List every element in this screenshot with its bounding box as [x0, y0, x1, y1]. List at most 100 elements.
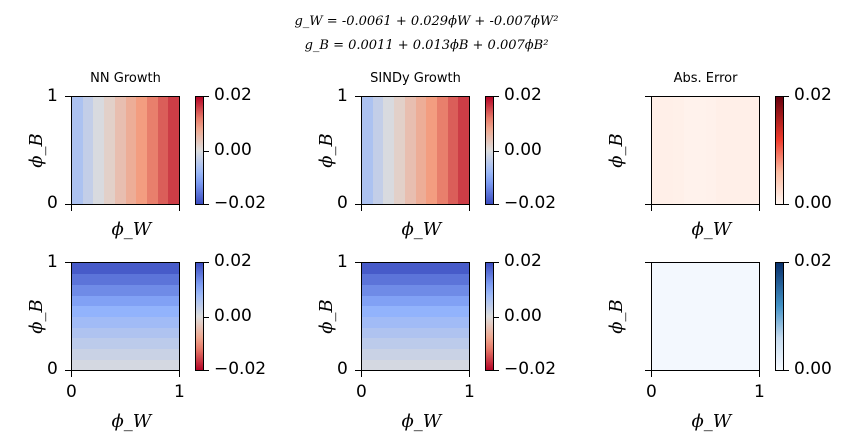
x-tickmark-0-0 [71, 205, 72, 211]
colorbar-tickmark-3-2 [204, 370, 209, 371]
x-tick-label-3-1: 1 [174, 382, 185, 402]
heatmap-cell [72, 327, 179, 339]
colorbar-tickmark-1-0 [494, 96, 499, 97]
heatmap-cell [146, 97, 159, 204]
y-tickmark-bottom-4 [355, 370, 361, 371]
ylabel-5: ϕ_B [605, 298, 627, 334]
heatmap-cell [362, 348, 469, 360]
x-tick-label-4-0: 0 [356, 382, 367, 402]
panel-title-2: Abs. Error [673, 71, 738, 86]
y-tickmark-bottom-1 [355, 204, 361, 205]
colorbar-tickmark-1-1 [494, 150, 499, 152]
y-tick-label-0-0: 1 [47, 86, 58, 106]
y-tickmark-bottom-2 [645, 204, 651, 205]
xlabel-4: ϕ_W [401, 411, 442, 432]
y-tick-label-4-0: 1 [337, 252, 348, 272]
colorbar-tick-label-3-1: 0.00 [214, 305, 252, 326]
heatmap-cell [458, 97, 469, 204]
heatmap-cell [72, 305, 179, 318]
heatmap-cell [136, 97, 148, 204]
heatmap-cell [652, 97, 664, 204]
heatmap-cell [652, 305, 759, 318]
heatmap-cell [652, 316, 759, 328]
xlabel-3: ϕ_W [111, 411, 152, 432]
heatmap-cell [362, 327, 469, 339]
suptitle-line-1: g_W = -0.0061 + 0.029ϕW + -0.007ϕW² [294, 14, 559, 29]
suptitle-line-2: g_B = 0.0011 + 0.013ϕB + 0.007ϕB² [304, 38, 549, 53]
heatmap-2 [651, 96, 760, 205]
colorbar-3 [195, 262, 204, 371]
heatmap-cell [72, 316, 179, 328]
colorbar-tick-label-0-2: −0.02 [214, 193, 267, 213]
colorbar-tick-label-4-0: 0.02 [504, 251, 542, 271]
colorbar-tick-label-2-0: 0.02 [794, 85, 832, 105]
colorbar-tick-label-5-1: 0.00 [794, 359, 832, 379]
x-tickmark-0-3 [71, 371, 72, 377]
heatmap-cell [362, 263, 469, 275]
y-tick-label-1-0: 1 [337, 86, 348, 106]
heatmap-cell [394, 97, 406, 204]
colorbar-tick-label-0-0: 0.02 [214, 85, 252, 105]
colorbar-tickmark-2-1 [784, 204, 789, 205]
y-tickmark-top-1 [355, 96, 361, 97]
xlabel-5: ϕ_W [691, 411, 732, 432]
heatmap-cell [652, 295, 759, 307]
heatmap-cell [415, 97, 427, 204]
colorbar-1 [485, 96, 494, 205]
heatmap-cell [362, 295, 469, 307]
y-tickmark-bottom-0 [65, 204, 71, 205]
heatmap-cell [104, 97, 116, 204]
heatmap-cell [652, 359, 759, 370]
y-tickmark-top-5 [645, 262, 651, 263]
ylabel-0: ϕ_B [25, 132, 47, 168]
heatmap-cell [72, 284, 179, 296]
heatmap-cell [447, 97, 459, 204]
heatmap-cell [114, 97, 127, 204]
colorbar-tick-label-5-0: 0.02 [794, 251, 832, 271]
heatmap-cell [737, 97, 749, 204]
xlabel-0: ϕ_W [111, 219, 152, 240]
colorbar-tickmark-3-0 [204, 262, 209, 263]
x-tickmark-1-2 [759, 205, 760, 211]
heatmap-cell [383, 97, 395, 204]
panel-title-0: NN Growth [90, 71, 161, 86]
heatmap-cell [726, 97, 739, 204]
heatmap-cell [716, 97, 728, 204]
colorbar-tick-label-0-1: 0.00 [214, 139, 252, 160]
heatmap-cell [362, 305, 469, 318]
heatmap-cell [72, 273, 179, 285]
heatmap-cell [362, 284, 469, 296]
y-tickmark-top-4 [355, 262, 361, 263]
heatmap-cell [652, 337, 759, 350]
x-tickmark-0-5 [651, 371, 652, 377]
colorbar-tickmark-0-0 [204, 96, 209, 97]
heatmap-cell [72, 263, 179, 275]
heatmap-cell [72, 348, 179, 360]
colorbar-tick-label-1-1: 0.00 [504, 139, 542, 160]
colorbar-0 [195, 96, 204, 205]
ylabel-4: ϕ_B [315, 298, 337, 334]
y-tickmark-bottom-5 [645, 370, 651, 371]
y-tick-label-3-0: 1 [47, 252, 58, 272]
colorbar-tick-label-2-1: 0.00 [794, 193, 832, 213]
colorbar-tickmark-5-0 [784, 262, 789, 263]
y-tick-label-4-1: 0 [337, 359, 348, 379]
colorbar-tickmark-5-1 [784, 370, 789, 371]
x-tickmark-1-4 [469, 371, 470, 377]
colorbar-tickmark-4-2 [494, 370, 499, 371]
ylabel-3: ϕ_B [25, 298, 47, 334]
heatmap-cell [72, 295, 179, 307]
y-tick-label-1-1: 0 [337, 193, 348, 213]
colorbar-tickmark-2-0 [784, 96, 789, 97]
heatmap-cell [72, 337, 179, 350]
x-tick-label-5-1: 1 [754, 382, 765, 402]
heatmap-cell [436, 97, 449, 204]
heatmap-cell [82, 97, 94, 204]
colorbar-2 [775, 96, 784, 205]
colorbar-tickmark-4-1 [494, 316, 499, 318]
heatmap-cell [362, 359, 469, 370]
heatmap-cell [652, 348, 759, 360]
heatmap-cell [362, 337, 469, 350]
x-tickmark-0-2 [651, 205, 652, 211]
x-tickmark-1-1 [469, 205, 470, 211]
